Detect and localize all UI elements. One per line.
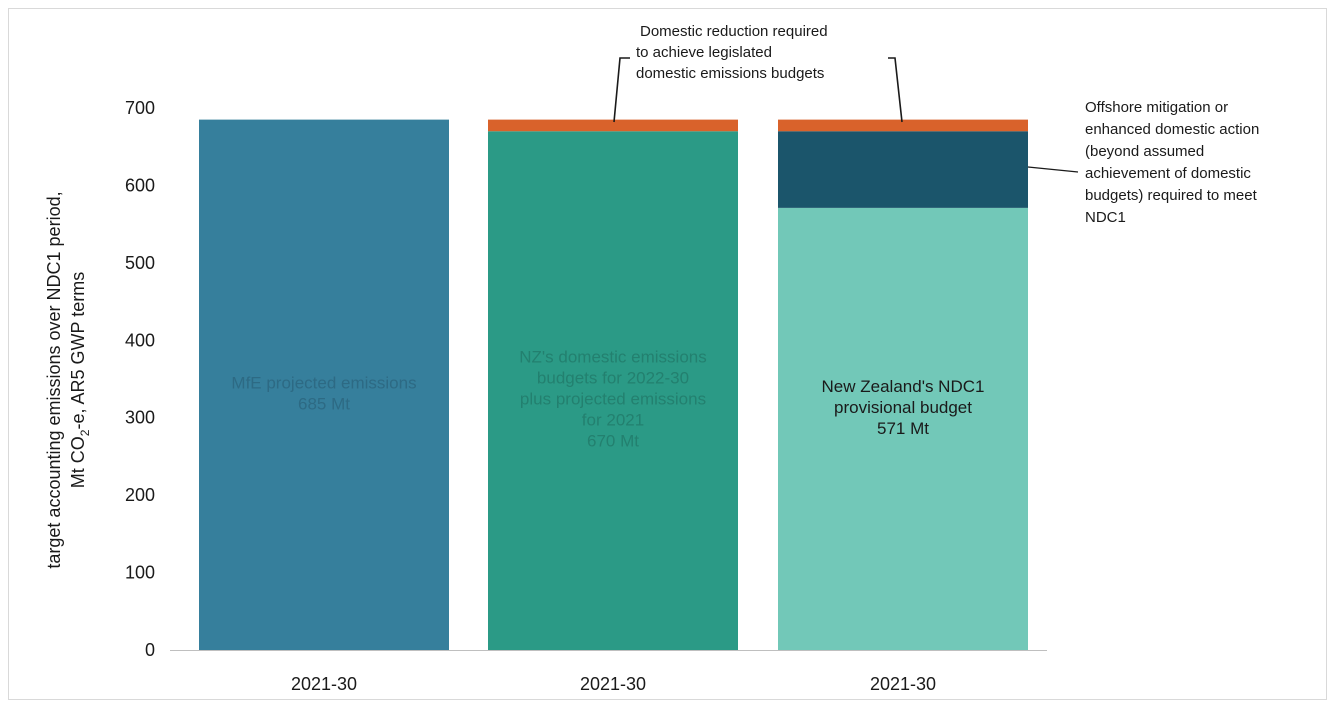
bar-1-label-line: MfE projected emissions — [231, 373, 416, 392]
y-tick-label: 700 — [125, 98, 155, 118]
annotation-orange-leader-right — [888, 57, 903, 123]
x-tick-label: 2021-30 — [580, 674, 646, 694]
y-tick-label: 400 — [125, 330, 155, 350]
bar-2-label-line: 670 Mt — [587, 432, 639, 451]
bar-2-label-line: for 2021 — [582, 411, 644, 430]
bar-3-segment-3 — [778, 119, 1028, 132]
bar-2-label-line: plus projected emissions — [520, 390, 706, 409]
bar-1-segment-1 — [199, 119, 449, 651]
annotation-orange-line: Domestic reduction required — [640, 23, 828, 40]
y-axis-title: target accounting emissions over NDC1 pe… — [44, 191, 92, 568]
bar-2-segment-2 — [488, 119, 738, 132]
y-axis-title-line2: Mt CO2-e, AR5 GWP terms — [68, 272, 92, 488]
bar-2-segment-1 — [488, 131, 738, 650]
annotation-dark-line: enhanced domestic action — [1085, 121, 1259, 138]
annotation-dark-line: (beyond assumed — [1085, 143, 1204, 160]
y-tick-label: 500 — [125, 253, 155, 273]
bar-2-label-line: NZ's domestic emissions — [519, 348, 706, 367]
annotation-dark-line: NDC1 — [1085, 209, 1126, 226]
y-tick-label: 100 — [125, 563, 155, 583]
bar-2-label-line: budgets for 2022-30 — [537, 369, 689, 388]
bar-3-label-line: New Zealand's NDC1 — [822, 377, 985, 396]
annotation-dark-line: budgets) required to meet — [1085, 187, 1258, 204]
y-tick-label: 0 — [145, 640, 155, 660]
annotation-orange-line: to achieve legislated — [636, 44, 772, 61]
annotation-dark-line: achievement of domestic — [1085, 165, 1251, 182]
annotation-orange-line: domestic emissions budgets — [636, 65, 824, 82]
bar-3-segment-2 — [778, 131, 1028, 208]
chart-frame — [8, 8, 1327, 700]
annotation-dark-leader — [1027, 166, 1079, 173]
y-axis-title-line1: target accounting emissions over NDC1 pe… — [44, 191, 64, 568]
y-tick-label: 300 — [125, 408, 155, 428]
annotation-orange-leader-left — [613, 57, 630, 123]
bar-3-segment-1 — [778, 207, 1028, 650]
y-tick-label: 200 — [125, 485, 155, 505]
bar-1-label-line: 685 Mt — [298, 394, 350, 413]
annotation-dark-line: Offshore mitigation or — [1085, 99, 1228, 116]
y-tick-label: 600 — [125, 175, 155, 195]
bar-3-label-line: 571 Mt — [877, 419, 929, 438]
bar-3-label-line: provisional budget — [834, 398, 972, 417]
x-tick-label: 2021-30 — [291, 674, 357, 694]
x-tick-label: 2021-30 — [870, 674, 936, 694]
